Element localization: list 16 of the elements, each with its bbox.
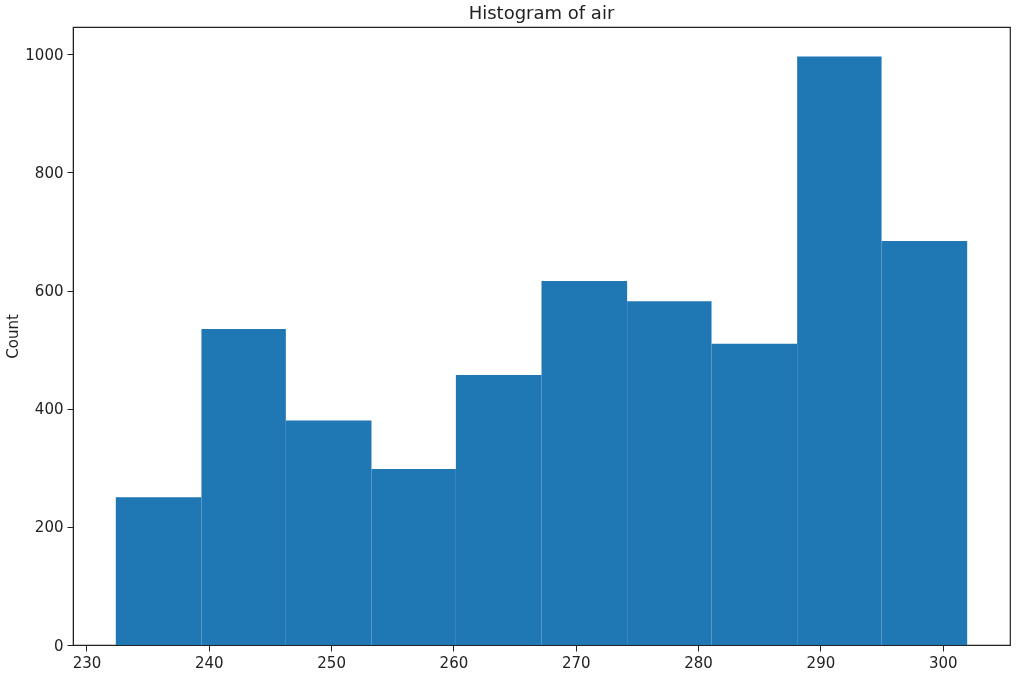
y-tick-label: 1000 — [25, 45, 64, 64]
x-tick-label: 230 — [72, 653, 102, 672]
x-tick-label: 240 — [194, 653, 224, 672]
y-tick-label: 800 — [34, 163, 64, 182]
y-tick-label: 200 — [34, 518, 64, 537]
y-axis-title: Count — [4, 314, 23, 359]
x-tick-label: 250 — [317, 653, 346, 672]
x-tick-label: 290 — [806, 653, 836, 672]
x-tick-label: 260 — [439, 653, 469, 672]
x-tick-label: 280 — [684, 653, 713, 672]
y-tick-label: 600 — [34, 282, 64, 301]
y-tick-label: 0 — [53, 636, 64, 655]
x-tick-label: 270 — [561, 653, 591, 672]
chart-title: Histogram of air — [468, 2, 615, 23]
y-tick-label: 400 — [34, 400, 64, 419]
x-tick-label: 300 — [928, 653, 958, 672]
